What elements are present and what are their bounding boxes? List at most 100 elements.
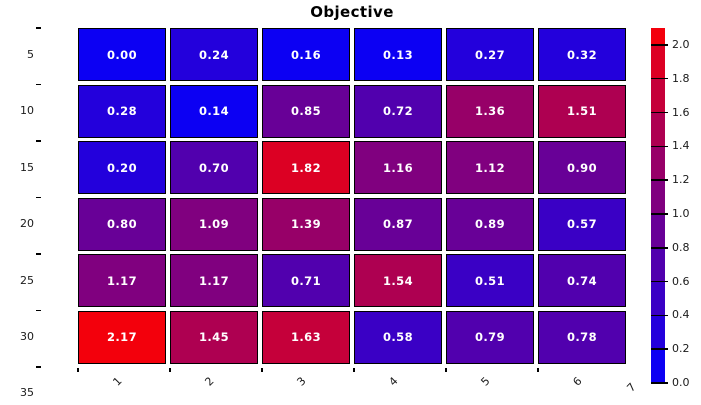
cell-value-label: 0.85 [291,104,321,118]
colorbar-tick-mark [651,382,668,384]
heatmap-cell: 0.74 [538,254,626,307]
colorbar-tick-mark [651,280,668,283]
colorbar-tick-mark [651,179,668,181]
cell-value-label: 0.32 [567,47,597,62]
y-axis-tick-label: 10 [20,104,34,117]
heatmap-cell: 0.20 [78,141,166,194]
y-axis-tick-label: 15 [20,160,34,174]
colorbar-band [651,146,665,181]
y-axis-tick-label: 20 [20,217,34,230]
colorbar-band [651,247,665,282]
cell-value-label: 1.16 [383,160,413,175]
colorbar-band [651,180,665,214]
heatmap-cell: 0.00 [78,28,166,81]
cell-value-label: 0.14 [199,104,229,118]
cell-value-label: 0.72 [383,104,413,118]
heatmap-cell: 0.90 [538,141,626,194]
colorbar-tick-mark [651,213,668,215]
cell-value-label: 0.79 [475,330,505,344]
colorbar-tick-label: 1.8 [672,71,690,85]
colorbar-tick-mark [651,111,668,114]
heatmap-cell: 2.17 [78,310,166,364]
heatmap-cell: 0.58 [354,310,442,364]
x-axis-tick-label: 5 [478,374,493,389]
y-axis-tick-label: 5 [27,47,34,61]
heatmap-cell: 0.27 [446,28,534,81]
colorbar-tick-mark [651,145,668,148]
heatmap-cell: 0.28 [78,84,166,138]
y-axis-tick-mark [36,140,41,142]
cell-value-label: 0.87 [383,217,413,231]
cell-value-label: 0.28 [107,104,137,118]
heatmap-cell: 0.57 [538,197,626,251]
cell-value-label: 0.70 [199,160,229,175]
heatmap-cell: 0.89 [446,197,534,251]
heatmap-cell: 0.85 [262,84,350,138]
x-axis-tick-label: 1 [110,374,125,389]
x-axis-tick-label: 4 [386,374,401,389]
colorbar-band [651,44,665,79]
cell-value-label: 0.80 [107,217,137,231]
cell-value-label: 1.17 [107,273,137,288]
heatmap-cell: 1.17 [170,254,258,307]
cell-value-label: 1.54 [383,273,413,288]
colorbar-tick-label: 0.4 [672,308,690,322]
y-axis-tick-mark [36,83,41,86]
colorbar-tick-label: 0.8 [672,240,690,254]
cell-value-label: 1.51 [567,104,597,118]
heatmap-cell: 1.16 [354,141,442,194]
heatmap-cell: 0.78 [538,310,626,364]
y-axis-tick-mark [36,366,41,368]
y-axis-tick-mark [36,27,41,29]
cell-value-label: 1.39 [291,217,321,231]
heatmap-cell: 1.17 [78,254,166,307]
cell-value-label: 0.78 [567,330,597,344]
colorbar-tick-label: 1.4 [672,139,690,153]
x-axis-tick-label: 6 [570,374,585,389]
heatmap-cell: 1.63 [262,310,350,364]
heatmap-cell: 1.09 [170,197,258,251]
cell-value-label: 0.74 [567,273,597,288]
heatmap-cell: 0.87 [354,197,442,251]
x-axis-tick-mark [537,367,539,372]
y-axis-tick-label: 35 [20,386,34,399]
colorbar-band [651,112,665,147]
heatmap-cell: 0.14 [170,84,258,138]
heatmap-cell: 0.72 [354,84,442,138]
colorbar-tick-label: 0.6 [672,274,690,288]
heatmap-cell: 1.54 [354,254,442,307]
y-axis-tick-mark [36,196,41,199]
colorbar-tick-label: 2.0 [672,37,690,51]
y-axis-tick-label: 25 [20,273,34,287]
heatmap-cell: 0.32 [538,28,626,81]
heatmap-grid: 0.00 0.24 0.16 0.13 0.27 0.32 0.28 0.14 0.85 0.72… [78,28,626,364]
y-axis-tick-label: 30 [20,330,34,343]
heatmap-cell: 1.82 [262,141,350,194]
heatmap-cell: 0.24 [170,28,258,81]
heatmap-cell: 0.80 [78,197,166,251]
cell-value-label: 1.63 [291,330,321,344]
cell-value-label: 0.57 [567,217,597,231]
x-axis-tick-mark [169,367,171,372]
colorbar-tick-mark [651,348,668,350]
cell-value-label: 0.27 [475,47,505,62]
heatmap-cell: 1.12 [446,141,534,194]
cell-value-label: 0.16 [291,47,321,62]
x-axis-tick-label: 7 [624,380,639,395]
x-axis-tick-mark [353,367,355,372]
cell-value-label: 0.58 [383,330,413,344]
colorbar-band [651,213,665,248]
cell-value-label: 1.82 [291,160,321,175]
cell-value-label: 0.90 [567,160,597,175]
cell-value-label: 0.00 [107,47,137,62]
cell-value-label: 1.17 [199,273,229,288]
heatmap-cell: 1.45 [170,310,258,364]
colorbar-band [651,281,665,316]
y-axis-tick-mark [36,309,41,312]
colorbar-tick-label: 1.0 [672,206,690,220]
x-axis-tick-mark [261,367,263,372]
cell-value-label: 0.89 [475,217,505,231]
chart-title: Objective [310,3,394,21]
colorbar-band [651,28,665,45]
